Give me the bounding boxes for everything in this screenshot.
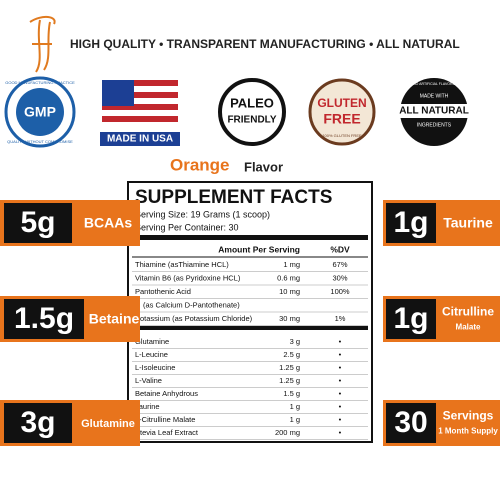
ingredient-dv: • (339, 337, 342, 346)
box-amount: 3g (20, 406, 55, 439)
ingredient-dv: 100% (330, 287, 350, 296)
box-amount: 1g (393, 302, 428, 335)
tagline: HIGH QUALITY • TRANSPARENT MANUFACTURING… (70, 37, 460, 51)
box-amount-bg (4, 403, 72, 443)
ingredient-amount: 1.25 g (279, 363, 300, 372)
flavor-name: Orange (170, 155, 230, 174)
box-amount: 1.5g (14, 302, 74, 335)
gmp-bottom: QUALITY WITHOUT COMPROMISE (7, 139, 73, 144)
ingredient-dv: • (339, 402, 342, 411)
ingredient-dv: 67% (332, 260, 347, 269)
gmp-top: GOOD MANUFACTURING PRACTICE (5, 80, 75, 85)
ingredient-dv: • (339, 389, 342, 398)
ingredient-amount: 3 g (290, 337, 300, 346)
servings: Serving Per Container: 30 (135, 222, 239, 232)
box-amount: 5g (20, 206, 55, 239)
paleo-line1: PALEO (230, 95, 274, 110)
flavor-label: Flavor (244, 159, 283, 174)
box-amount-bg (386, 299, 436, 339)
ingredient-amount: 1 g (290, 415, 300, 424)
serving-size: Serving Size: 19 Grams (1 scoop) (135, 209, 270, 219)
natural-top: MADE WITH (420, 93, 449, 99)
natural-sub: INGREDIENTS (417, 122, 452, 128)
natural-main: ALL NATURAL (399, 106, 469, 117)
box-amount-bg (4, 203, 72, 243)
box-label: Servings (443, 409, 494, 423)
box-amount-bg (4, 299, 84, 339)
box-label: Taurine (443, 215, 493, 231)
ingredient-name: L-Valine (135, 376, 162, 385)
ingredient-name: Taurine (135, 402, 160, 411)
ingredient-name: Stevia Leaf Extract (135, 428, 199, 437)
ingredient-dv: 1% (335, 314, 346, 323)
ingredient-amount: 10 mg (279, 287, 300, 296)
paleo-line2: FRIENDLY (227, 115, 276, 126)
ingredient-amount: 1 mg (283, 260, 300, 269)
gluten-badge: GLUTEN FREE 100% GLUTEN FREE (308, 78, 376, 146)
ingredient-amount: 1.25 g (279, 376, 300, 385)
gmp-badge: GMP GOOD MANUFACTURING PRACTICE QUALITY … (4, 76, 76, 148)
box-amount: 1g (393, 206, 428, 239)
ingredient-name: Vitamin B6 (as Pyridoxine HCL) (135, 273, 241, 282)
ingredient-name: L-Leucine (135, 350, 168, 359)
box-label: Malate (456, 323, 481, 332)
ingredient-name: L-Isoleucine (135, 363, 175, 372)
box-amount-bg (386, 403, 436, 443)
ingredient-name: L-Citrulline Malate (135, 415, 195, 424)
dv-header: %DV (330, 244, 350, 254)
feature-boxes: 5g BCAAs 1.5g Betaine 3g Glutamine 1g Taurine 1g… (0, 200, 500, 446)
box-amount-bg (386, 203, 436, 243)
box-label: BCAAs (84, 215, 132, 231)
ingredient-name: (as Calcium D-Pantothenate) (143, 300, 240, 309)
natural-badge: MADE WITH ALL NATURAL INGREDIENTS NO ART… (399, 78, 469, 146)
gluten-line1: GLUTEN (317, 96, 366, 110)
ingredient-amount: 1.5 g (283, 389, 300, 398)
ingredient-amount: 2.5 g (283, 350, 300, 359)
box-label: Citrulline (442, 305, 494, 319)
gluten-line2: FREE (323, 111, 360, 127)
supplement-facts: SUPPLEMENT FACTS Serving Size: 19 Grams … (127, 181, 373, 443)
ingredient-dv: • (339, 350, 342, 359)
logo (29, 16, 56, 73)
ingredient-name: Thiamine (asThiamine HCL) (135, 260, 229, 269)
ingredient-dv: 30% (332, 273, 347, 282)
ingredient-dv: • (339, 363, 342, 372)
ingredient-dv: • (339, 415, 342, 424)
facts-title: SUPPLEMENT FACTS (135, 187, 332, 208)
box-amount: 30 (394, 406, 427, 439)
ingredient-amount: 1 g (290, 402, 300, 411)
usa-badge: MADE IN USA (100, 80, 180, 146)
ingredient-name: Glutamine (135, 337, 169, 346)
gluten-bottom: 100% GLUTEN FREE (322, 133, 362, 138)
natural-bottom: NO ARTIFICIAL FLAVORS (413, 82, 455, 86)
ingredient-name: Betaine Anhydrous (135, 389, 198, 398)
amount-header: Amount Per Serving (218, 244, 300, 254)
box-label: Betaine (89, 311, 140, 327)
paleo-badge: PALEO FRIENDLY (218, 78, 286, 146)
ingredient-dv: • (339, 376, 342, 385)
box-label: Glutamine (81, 418, 135, 430)
gmp-main: GMP (24, 104, 56, 120)
box-label: 1 Month Supply (438, 427, 498, 436)
ingredient-dv: • (339, 428, 342, 437)
ingredient-amount: 30 mg (279, 314, 300, 323)
usa-label: MADE IN USA (107, 134, 173, 145)
ingredient-name: Pantothenic Acid (135, 287, 191, 296)
ingredient-amount: 0.6 mg (277, 273, 300, 282)
ingredient-name: Potassium (as Potassium Chloride) (135, 314, 253, 323)
ingredient-amount: 200 mg (275, 428, 300, 437)
